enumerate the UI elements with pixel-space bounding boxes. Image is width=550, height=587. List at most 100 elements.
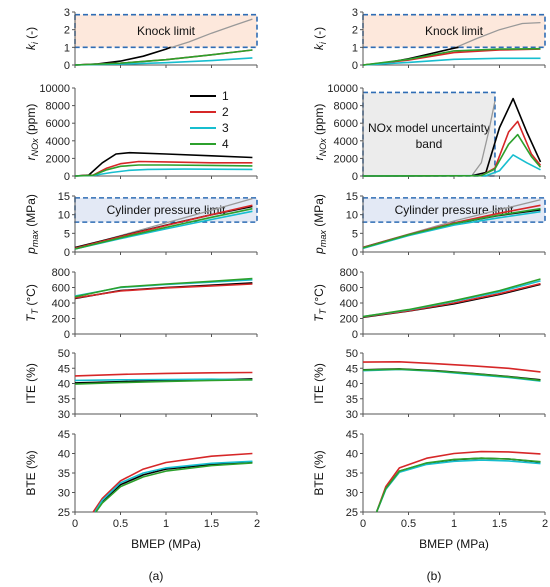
panel-b-bte-ylabel-text: BTE (%) [312, 450, 326, 495]
panel-a-ite-ylabel: ITE (%) [24, 363, 38, 404]
panel-a-ki-ylabel: ki (-) [24, 27, 40, 50]
panel-b-ki-limit-band [362, 13, 546, 49]
panel-a-pmax-series-2 [74, 204, 253, 250]
panel-b-bte-series-1 [375, 457, 541, 513]
panel-a-nox-series-4 [74, 164, 253, 177]
panel-a-nox-ylabel: rNOx (ppm) [24, 104, 40, 161]
caption-b: (b) [427, 569, 442, 583]
panel-a-nox-ytick-label: 6000 [46, 118, 70, 130]
panel-b-nox: NOx model uncertainty band 0 2000 4000 6000 80… [327, 83, 546, 183]
panel-b-pmax-ytick-label: 0 [352, 247, 358, 259]
panel-b-ki-ylabel: ki (-) [312, 27, 328, 50]
panel-b-pmax-ytick-label: 15 [346, 191, 358, 203]
panel-b-ki-ytick-label: 0 [352, 60, 358, 72]
panel-b-tt-series-4 [362, 278, 541, 318]
panel-a-nox-ytick-label: 0 [64, 171, 70, 183]
panel-a-pmax-ytick-label: 15 [58, 191, 70, 203]
panel-b-ite-ytick-label: 45 [346, 363, 358, 375]
panel-b-bte: 25 30 35 40 45 0 0.5 1 1.5 2 BMEP (MPa) [346, 429, 548, 551]
panel-a-tt-series-2 [74, 283, 253, 299]
legend-label-2: 2 [222, 105, 229, 119]
panel-a-ite-ytick-label: 50 [58, 348, 70, 360]
panel-a-tt-ytick-label: 800 [52, 267, 70, 279]
panel-a-bte-xlabel: BMEP (MPa) [131, 537, 201, 551]
panel-b-ite-ytick-label: 30 [346, 409, 358, 421]
panel-b-bte-ytick-label: 25 [346, 507, 358, 519]
panel-b-bte-xtick-label: 2 [542, 518, 548, 530]
legend-label-3: 3 [222, 121, 229, 135]
panel-b-nox-ytick-label: 10000 [327, 83, 358, 95]
panel-a-tt-ylabel-text: TT (°C) [24, 284, 40, 322]
panel-b-bte-xlabel: BMEP (MPa) [419, 537, 489, 551]
panel-a-ite-ytick-label: 40 [58, 379, 70, 391]
panel-a-pmax-ytick-label: 10 [58, 210, 70, 222]
panel-b-nox-series-ref [471, 101, 496, 176]
panel-b-nox-series-4 [362, 133, 542, 177]
panel-a-bte-ytick-label: 35 [58, 468, 70, 480]
panel-a-nox-ylabel-text: rNOx (ppm) [24, 104, 40, 161]
panel-a-bte-ylabel-text: BTE (%) [24, 450, 38, 495]
panel-b-ite-ytick-label: 40 [346, 379, 358, 391]
panel-b-tt-ytick-label: 400 [340, 298, 358, 310]
panel-b-pmax-ylabel: pmax (MPa) [312, 194, 328, 255]
panel-b-nox-uncertainty-label-2: band [416, 137, 443, 151]
panel-b-ite-series-4 [362, 368, 541, 382]
panel-b-ite-ylabel-text: ITE (%) [312, 363, 326, 404]
panel-b-bte-xtick-label: 0.5 [401, 518, 416, 530]
panel-b-pmax-ylabel-text: pmax (MPa) [312, 194, 328, 255]
panel-b-pmax-ytick-label: 10 [346, 210, 358, 222]
panel-a-ki-limit-label: Knock limit [137, 24, 196, 38]
panel-a-ite: 30 35 40 45 50 [58, 348, 258, 421]
panel-a-bte-ylabel: BTE (%) [24, 450, 38, 495]
panel-a-bte: 25 30 35 40 45 0 0.5 1 1.5 2 BMEP (MPa) [58, 429, 260, 551]
panel-a-ki-series-4 [74, 49, 253, 66]
panel-a-ki-ytick-label: 3 [64, 7, 70, 19]
panel-a-ite-ytick-label: 35 [58, 394, 70, 406]
panel-a-ki-limit-band [74, 13, 258, 49]
panel-b-ki-series-ref [453, 21, 541, 49]
panel-a-nox-ytick-label: 2000 [46, 153, 70, 165]
panel-b-nox-ytick-label: 4000 [334, 136, 358, 148]
panel-b-bte-ytick-label: 30 [346, 488, 358, 500]
panel-a-bte-xtick-label: 1.5 [204, 518, 219, 530]
panel-b-tt-ytick-label: 800 [340, 267, 358, 279]
panel-a-nox-ytick-label: 10000 [39, 83, 70, 95]
panel-a-tt-ylabel: TT (°C) [24, 284, 40, 322]
panel-b-ki-ytick-label: 2 [352, 25, 358, 37]
panel-a-bte-series-3 [94, 460, 253, 513]
panel-b-pmax-ytick-label: 5 [352, 228, 358, 240]
panel-a-tt-ytick-label: 0 [64, 329, 70, 341]
panel-a-ki-ytick-label: 2 [64, 25, 70, 37]
panel-b-ite-ytick-label: 35 [346, 394, 358, 406]
panel-b-bte-xtick-label: 1.5 [492, 518, 507, 530]
panel-b-ki: Knock limit 0 1 2 3 [352, 7, 546, 72]
panel-b-tt-ytick-label: 200 [340, 314, 358, 326]
panel-b-bte-xtick-label: 0 [360, 518, 366, 530]
panel-a-ite-series-2 [74, 371, 253, 377]
panel-a-nox-ytick-label: 8000 [46, 101, 70, 113]
panel-b-bte-series-2 [375, 450, 541, 513]
panel-a-ki-ytick-label: 0 [64, 60, 70, 72]
panel-a-bte-xtick-label: 0.5 [113, 518, 128, 530]
panel-a-nox: 0 2000 4000 6000 8000 10000 [39, 83, 258, 183]
panel-a-pmax-limit-band [74, 197, 258, 223]
panel-b-nox-ytick-label: 2000 [334, 153, 358, 165]
panel-b-bte-ytick-label: 35 [346, 468, 358, 480]
panel-a-ite-series-4 [74, 379, 253, 385]
panel-b-ki-series-3 [362, 57, 541, 66]
panel-a-bte-series-2 [92, 452, 253, 513]
panel-a-tt-ytick-label: 200 [52, 314, 70, 326]
panel-b-tt-ylabel-text: TT (°C) [312, 284, 328, 322]
panel-a-ki-series-ref [165, 18, 253, 50]
panel-a-ite-ylabel-text: ITE (%) [24, 363, 38, 404]
panel-a-tt: 0 200 400 600 800 [52, 267, 258, 341]
legend-label-1: 1 [222, 89, 229, 103]
panel-b-nox-uncertainty-label-1: NOx model uncertainty [368, 121, 490, 135]
panel-b-bte-ytick-label: 40 [346, 449, 358, 461]
panel-a-bte-ytick-label: 40 [58, 449, 70, 461]
panel-b-nox-ylabel-text: rNOx (ppm) [312, 104, 328, 161]
panel-b-pmax-series-4 [362, 207, 541, 249]
panel-a-bte-xtick-label: 0 [72, 518, 78, 530]
panel-a-bte-ytick-label: 25 [58, 507, 70, 519]
